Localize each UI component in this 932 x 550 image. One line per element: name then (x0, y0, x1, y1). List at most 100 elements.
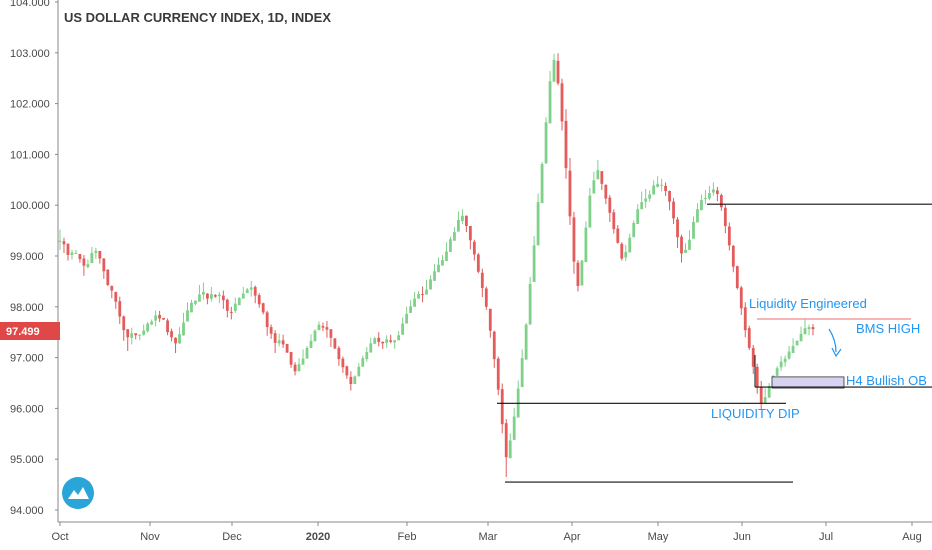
h4-bullish-ob-box (771, 376, 845, 389)
x-tick-label: Apr (563, 531, 580, 543)
candle-body (763, 397, 767, 403)
candle-body (78, 253, 82, 260)
candle (341, 356, 345, 373)
candle (676, 216, 679, 248)
candle (468, 226, 472, 250)
candle-body (799, 333, 803, 342)
candle-body (668, 190, 671, 202)
candle-body (640, 202, 644, 210)
candle-body (704, 198, 707, 200)
y-tick-label: 96.000 (10, 403, 44, 415)
candle-body (508, 440, 512, 459)
candle (457, 211, 460, 232)
tradingview-cloud-icon[interactable] (62, 477, 94, 509)
candle-body (445, 251, 448, 262)
candle-body (377, 337, 381, 342)
candle (763, 388, 767, 403)
candle (237, 297, 241, 306)
candle (186, 302, 189, 322)
candle-body (476, 254, 480, 272)
candle-body (413, 298, 416, 307)
candle-body (122, 316, 126, 331)
candle-body (289, 352, 293, 365)
candle (281, 334, 285, 348)
candle (98, 250, 102, 264)
candle (704, 189, 707, 205)
candle-body (552, 59, 556, 82)
candle (680, 234, 683, 263)
candle (560, 78, 564, 131)
candle-body (333, 338, 337, 349)
candle (807, 324, 811, 336)
annotation-bms-high: BMS HIGH (856, 321, 920, 336)
candle-body (624, 251, 628, 258)
candle-body (118, 301, 122, 317)
candle-body (453, 232, 456, 241)
candle (333, 338, 337, 349)
x-tick-label: Aug (902, 531, 922, 543)
candle (241, 286, 245, 299)
candle-body (604, 184, 608, 199)
candle-body (206, 293, 209, 299)
candle-body (660, 184, 664, 186)
candle (102, 258, 106, 279)
candle (166, 318, 169, 336)
candle-body (186, 310, 189, 322)
candle (170, 328, 173, 342)
y-tick-label: 95.000 (10, 454, 44, 466)
chart-title: US DOLLAR CURRENCY INDEX, 1D, INDEX (64, 10, 331, 25)
candle (82, 254, 86, 276)
candle-body (620, 243, 624, 259)
candle (337, 345, 341, 366)
candle (377, 332, 381, 347)
candle (106, 269, 110, 286)
candle-body (313, 330, 317, 342)
candle (90, 246, 94, 264)
candle-body (397, 335, 401, 341)
candle (504, 419, 508, 477)
candle (492, 330, 496, 368)
candle (556, 53, 560, 86)
candle (660, 178, 664, 192)
candle (540, 162, 544, 204)
candle (652, 180, 656, 195)
candle-body (198, 294, 201, 302)
candle-body (656, 183, 660, 187)
candle (349, 371, 353, 391)
candle (628, 233, 632, 253)
candle-body (142, 330, 146, 335)
candle (552, 53, 556, 82)
candle-body (221, 295, 225, 301)
candle (544, 117, 548, 164)
candle (592, 171, 596, 194)
candle-body (114, 292, 118, 302)
arrow-head-icon (831, 347, 842, 358)
candle (528, 276, 532, 325)
candle-body (309, 340, 313, 348)
candle (225, 298, 229, 318)
y-tick-label: 97.000 (10, 353, 44, 365)
candle (257, 293, 261, 308)
candle (624, 244, 628, 262)
candle (656, 176, 660, 188)
candle-body (361, 358, 365, 367)
candle (688, 230, 691, 250)
candle (66, 243, 70, 261)
candle-body (472, 241, 476, 255)
candle (803, 319, 807, 335)
candle (162, 317, 165, 321)
y-tick-label: 99.000 (10, 251, 44, 263)
candle (524, 323, 528, 360)
candle-body (170, 331, 173, 338)
candle-body (94, 250, 98, 253)
candle (114, 291, 118, 309)
y-tick-label: 101.000 (10, 149, 50, 161)
candle-body (194, 300, 197, 304)
candle (648, 190, 652, 202)
candle-body (134, 333, 138, 336)
candle-body (708, 193, 711, 199)
candle (719, 193, 723, 211)
candle-body (807, 327, 811, 330)
candle (409, 300, 413, 313)
candle-body (265, 312, 269, 328)
